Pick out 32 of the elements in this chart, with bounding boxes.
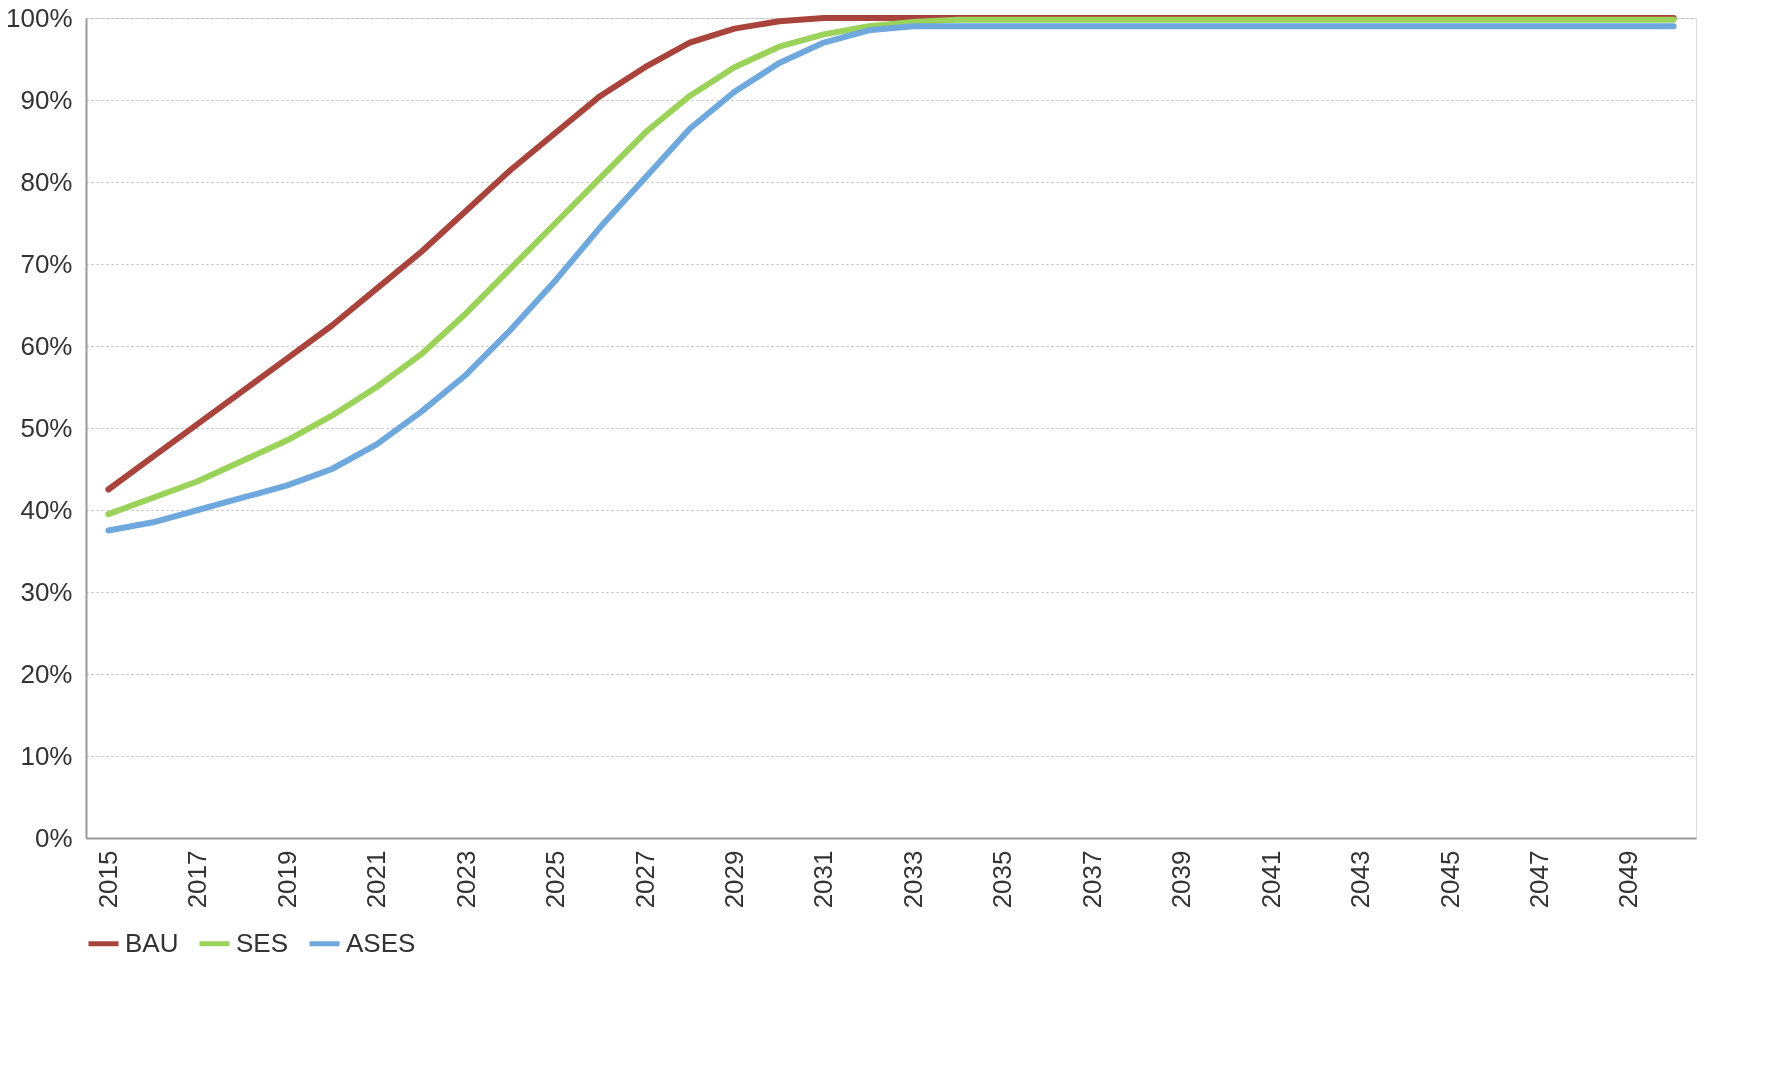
x-tick-label: 2033 [897, 850, 928, 909]
x-tick-label: 2023 [450, 850, 481, 909]
y-tick-label: 50% [20, 412, 73, 443]
x-tick-label: 2021 [361, 850, 392, 909]
y-tick-label: 60% [20, 330, 73, 361]
y-tick-label: 40% [20, 494, 73, 525]
y-tick-label: 100% [6, 2, 73, 33]
x-tick-label: 2045 [1434, 850, 1465, 909]
y-tick-label: 90% [20, 84, 73, 115]
legend-label: BAU [125, 927, 179, 958]
x-tick-label: 2043 [1345, 850, 1376, 909]
x-tick-label: 2029 [718, 850, 749, 909]
y-tick-label: 10% [20, 740, 73, 771]
y-tick-label: 20% [20, 658, 73, 689]
x-tick-label: 2015 [92, 850, 123, 909]
x-tick-label: 2039 [1166, 850, 1197, 909]
x-tick-label: 2037 [1076, 850, 1107, 909]
x-tick-label: 2027 [629, 850, 660, 909]
x-tick-label: 2019 [271, 850, 302, 909]
x-tick-label: 2049 [1613, 850, 1644, 909]
legend-label: SES [236, 927, 289, 958]
y-tick-label: 70% [20, 248, 73, 279]
y-tick-label: 80% [20, 166, 73, 197]
y-tick-label: 0% [34, 822, 73, 853]
x-tick-label: 2047 [1523, 850, 1554, 909]
x-tick-label: 2035 [987, 850, 1018, 909]
x-tick-label: 2031 [808, 850, 839, 909]
x-tick-label: 2025 [540, 850, 571, 909]
legend-label: ASES [346, 927, 416, 958]
y-tick-label: 30% [20, 576, 73, 607]
x-tick-label: 2041 [1255, 850, 1286, 909]
x-tick-label: 2017 [182, 850, 213, 909]
